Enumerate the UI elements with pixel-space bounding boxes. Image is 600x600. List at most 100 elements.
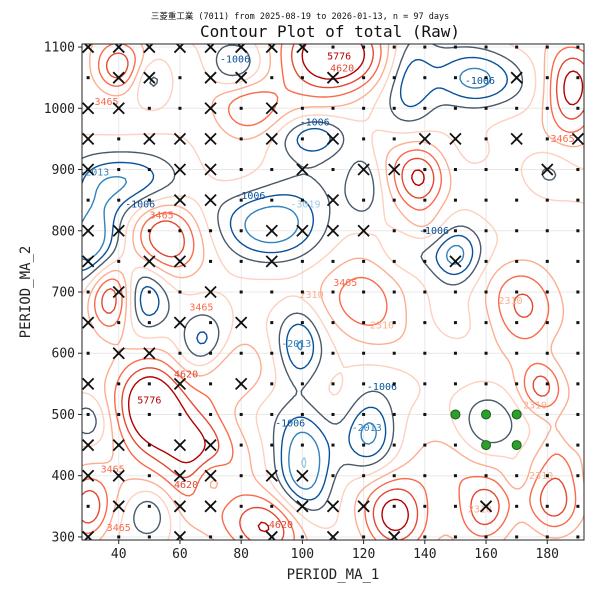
grid-dot xyxy=(576,535,580,539)
contour-label: 2310 xyxy=(300,290,324,301)
grid-dot xyxy=(576,290,580,294)
x-axis-ticks: 40 60 80 100 120 140 160 180 xyxy=(111,540,559,562)
grid-dot xyxy=(331,198,335,202)
grid-dot xyxy=(392,474,396,478)
contour-level-5776 xyxy=(127,44,584,533)
grid-dot xyxy=(209,198,213,202)
grid-dot xyxy=(270,351,274,355)
grid-dot xyxy=(331,382,335,386)
grid-dot xyxy=(147,168,151,172)
contour-label: 3465 xyxy=(101,465,125,476)
grid-dot xyxy=(209,137,213,141)
contour-label: 5776 xyxy=(137,395,161,406)
best-point xyxy=(511,440,522,451)
grid-dot xyxy=(178,106,182,110)
grid-dot xyxy=(453,535,457,539)
grid-dot xyxy=(515,76,519,80)
grid-dot xyxy=(392,321,396,325)
grid-dot xyxy=(484,137,488,141)
grid-dot xyxy=(484,229,488,233)
chart-subtitle: 三菱重工業 (7011) from 2025-08-19 to 2026-01-… xyxy=(151,11,449,22)
grid-dot xyxy=(423,382,427,386)
grid-dot xyxy=(209,168,213,172)
grid-dot xyxy=(86,259,90,263)
grid-dot xyxy=(545,412,549,416)
grid-dot xyxy=(209,443,213,447)
grid-dot xyxy=(239,198,243,202)
grid-dot xyxy=(300,259,304,263)
grid-dot xyxy=(392,535,396,539)
contour-label: 4620 xyxy=(330,64,354,75)
contour-label: 2310 xyxy=(370,321,394,332)
grid-dot xyxy=(453,76,457,80)
grid-dot xyxy=(86,168,90,172)
x-tick-label: 80 xyxy=(233,547,249,562)
grid-dot xyxy=(86,198,90,202)
grid-dot xyxy=(362,229,366,233)
grid-dot xyxy=(331,351,335,355)
grid-dot xyxy=(545,45,549,49)
grid-dot xyxy=(239,259,243,263)
grid-dot xyxy=(147,290,151,294)
grid-dot xyxy=(86,321,90,325)
grid-dot xyxy=(545,321,549,325)
y-axis-label: PERIOD_MA_2 xyxy=(18,246,34,339)
x-tick-label: 140 xyxy=(413,547,436,562)
grid-dot xyxy=(209,412,213,416)
grid-dot xyxy=(331,535,335,539)
grid-dot xyxy=(147,443,151,447)
grid-dot xyxy=(453,229,457,233)
grid-dot xyxy=(545,137,549,141)
grid-dot xyxy=(484,259,488,263)
x-tick-label: 100 xyxy=(291,547,314,562)
grid-dot xyxy=(270,321,274,325)
grid-dot xyxy=(392,168,396,172)
grid-dot xyxy=(331,76,335,80)
grid-dot xyxy=(484,382,488,386)
grid-dot xyxy=(300,198,304,202)
grid-dot xyxy=(86,412,90,416)
grid-dot xyxy=(576,76,580,80)
grid-dot xyxy=(362,290,366,294)
contour-label: 2310 xyxy=(529,471,553,482)
grid-dot xyxy=(178,229,182,233)
y-tick-label: 700 xyxy=(52,286,75,301)
grid-dot xyxy=(331,504,335,508)
grid-dot xyxy=(178,321,182,325)
grid-dot xyxy=(331,474,335,478)
grid-dot xyxy=(270,198,274,202)
grid-dot xyxy=(392,137,396,141)
grid-dot xyxy=(239,321,243,325)
grid-dots xyxy=(86,45,580,539)
grid-dot xyxy=(423,45,427,49)
grid-dot xyxy=(239,168,243,172)
contour-label: -1006 xyxy=(235,191,265,202)
grid-dot xyxy=(270,290,274,294)
grid-dot xyxy=(239,137,243,141)
grid-dot xyxy=(147,76,151,80)
grid-dot xyxy=(270,45,274,49)
grid-dot xyxy=(515,474,519,478)
grid-dot xyxy=(117,535,121,539)
grid-dot xyxy=(86,106,90,110)
grid-dot xyxy=(423,168,427,172)
grid-dot xyxy=(239,351,243,355)
grid-dot xyxy=(423,351,427,355)
grid-dot xyxy=(362,198,366,202)
grid-dot xyxy=(300,474,304,478)
grid-dot xyxy=(576,45,580,49)
grid-dot xyxy=(117,504,121,508)
grid-dot xyxy=(545,76,549,80)
contour-label: 3465 xyxy=(189,302,213,313)
grid-dot xyxy=(300,229,304,233)
grid-dot xyxy=(270,137,274,141)
grid-dot xyxy=(484,351,488,355)
grid-dot xyxy=(178,259,182,263)
grid-dot xyxy=(239,412,243,416)
grid-dot xyxy=(209,106,213,110)
contour-label: 2310 xyxy=(468,504,492,515)
grid-dot xyxy=(576,168,580,172)
contour-label: -1006 xyxy=(220,54,250,65)
grid-dot xyxy=(362,76,366,80)
